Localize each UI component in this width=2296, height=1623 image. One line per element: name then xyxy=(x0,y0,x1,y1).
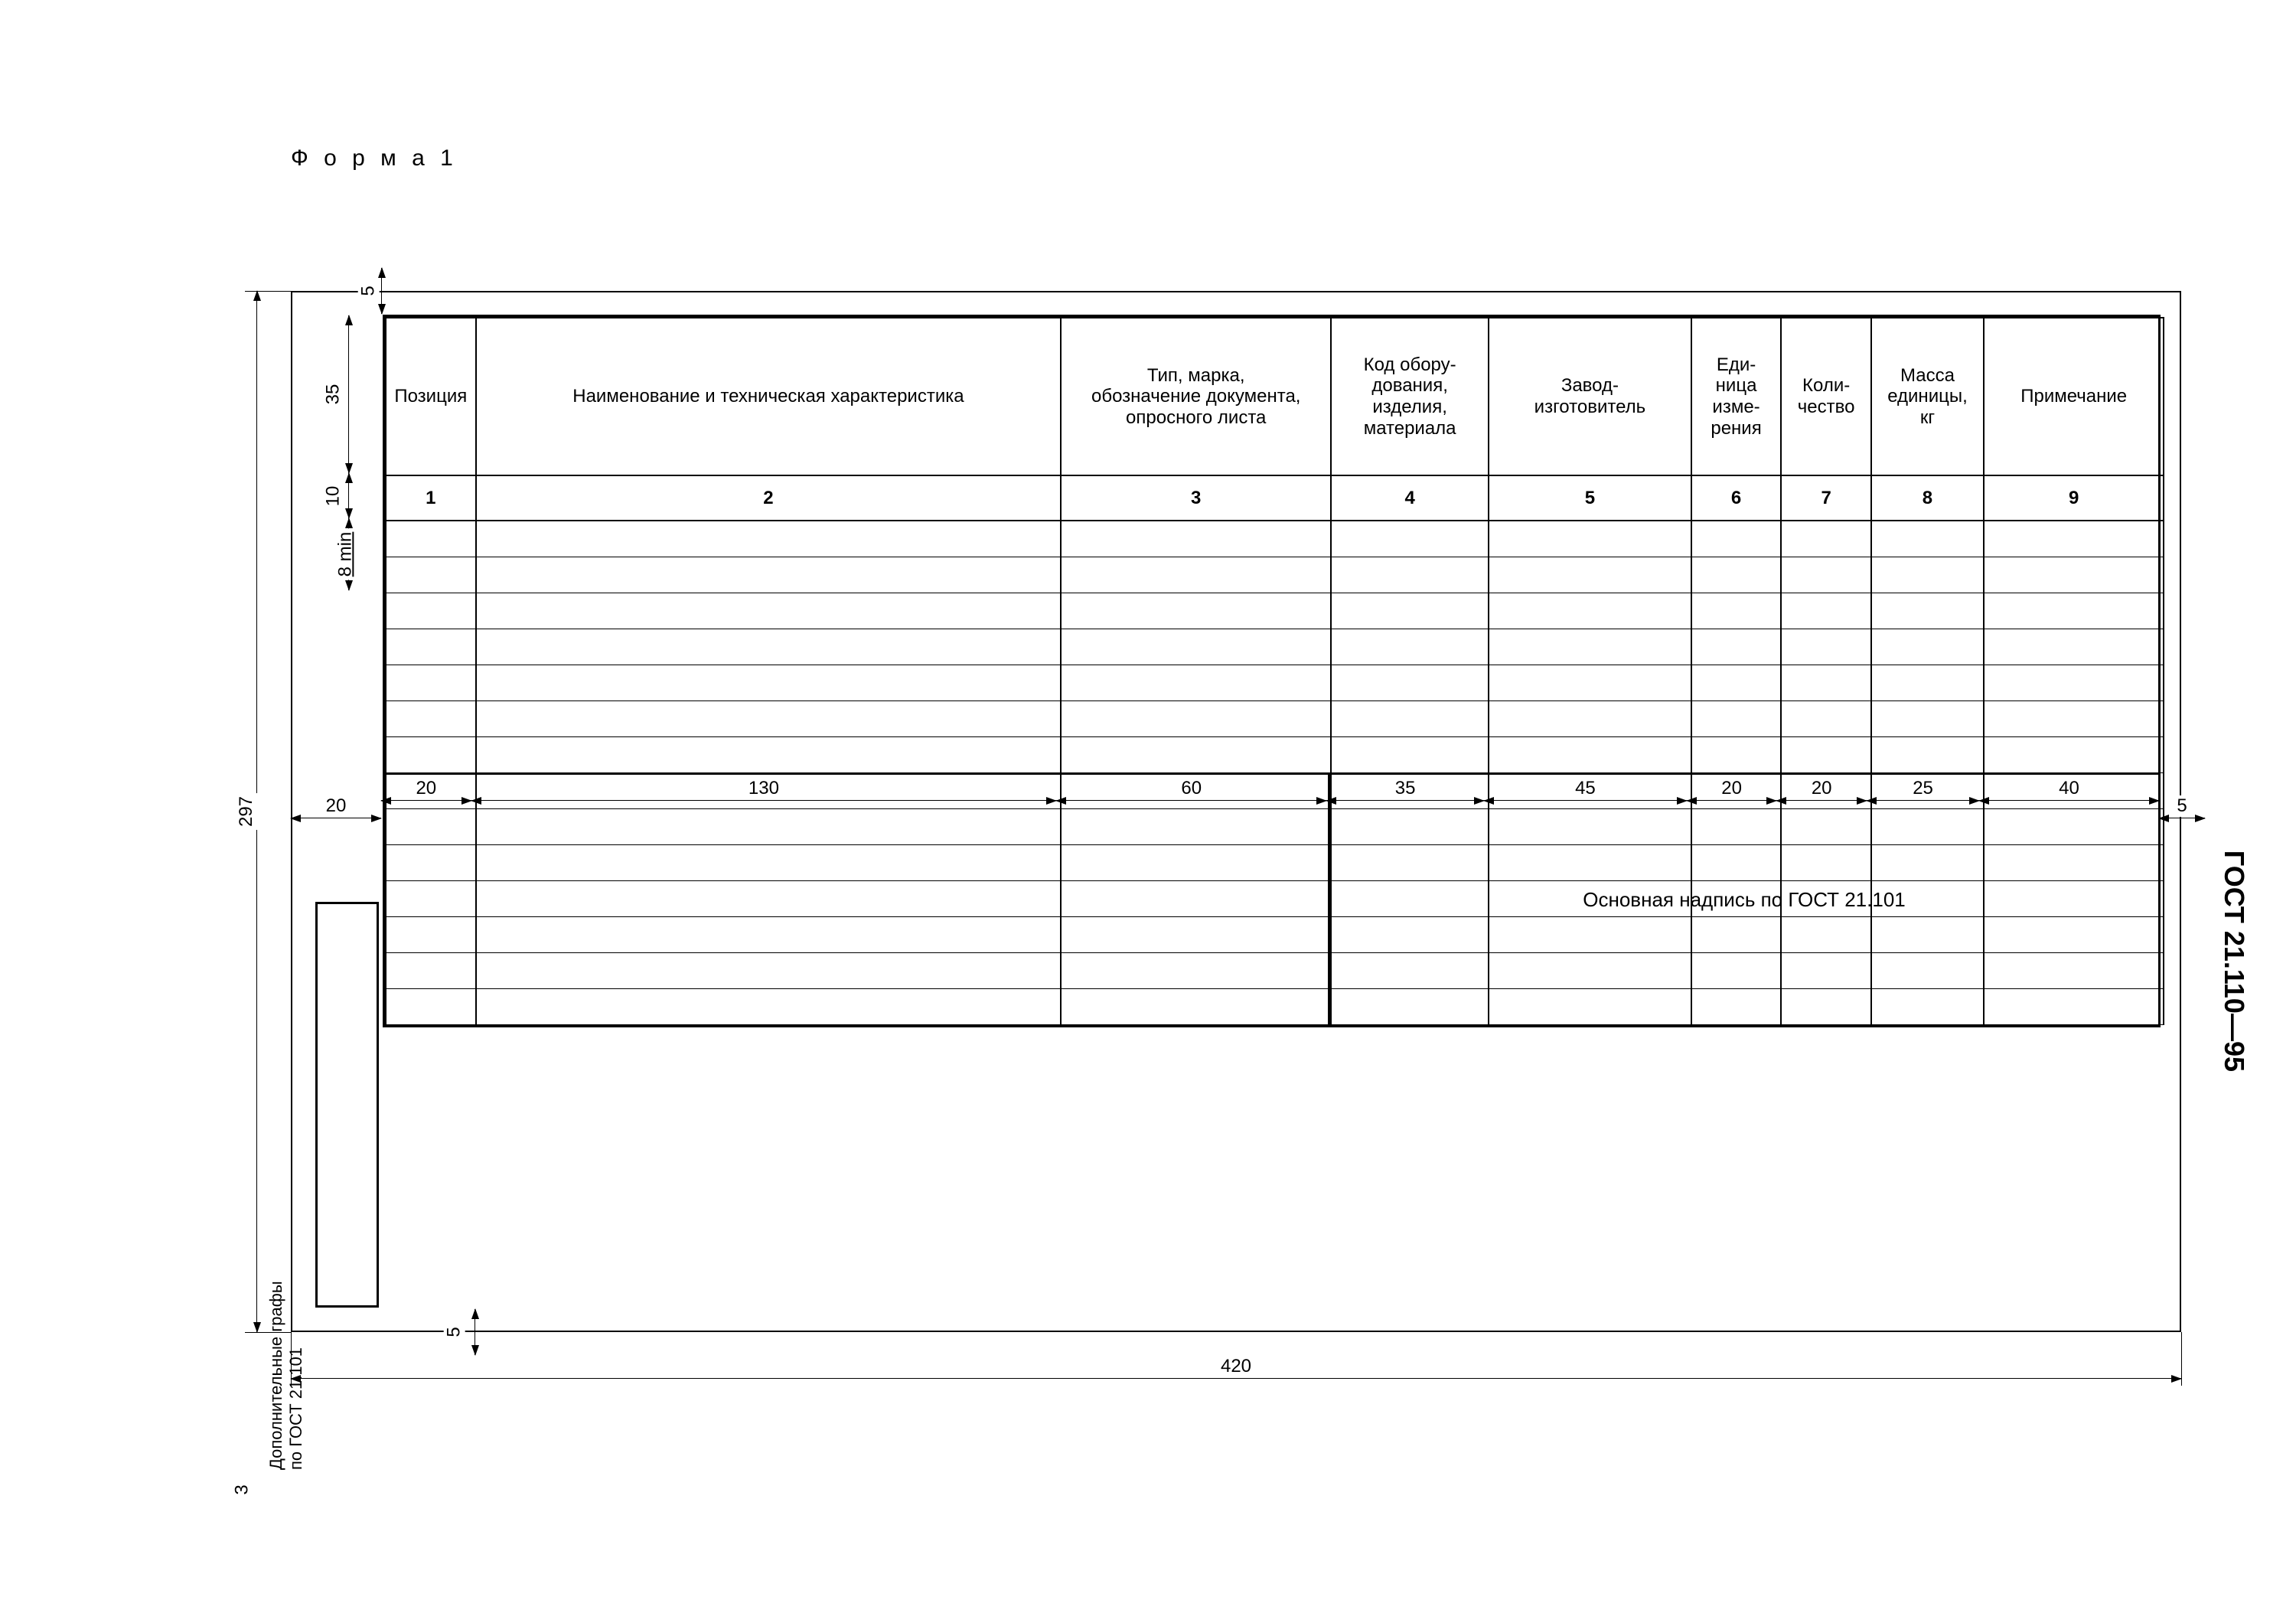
col-header-9: Примечание xyxy=(1984,318,2164,475)
col-header-3: Тип, марка, обозначение документа, опрос… xyxy=(1061,318,1331,475)
col-num-7: 7 xyxy=(1781,475,1871,521)
inner-frame: Позиция Наименование и техническая харак… xyxy=(383,315,2161,1027)
page: Ф о р м а 1 ГОСТ 21.110—95 3 Позиция Наи… xyxy=(0,0,2296,1623)
dim-col-w-8: 25 xyxy=(1910,778,1936,799)
col-header-4: Код обору- дования, изделия, материала xyxy=(1331,318,1489,475)
header-row: Позиция Наименование и техническая харак… xyxy=(386,318,2164,475)
col-header-5: Завод- изготовитель xyxy=(1489,318,1691,475)
col-header-1: Позиция xyxy=(386,318,476,475)
data-row xyxy=(386,736,2164,772)
col-num-5: 5 xyxy=(1489,475,1691,521)
gost-side-label: ГОСТ 21.110—95 xyxy=(2218,851,2250,1072)
dim-col-w-7: 20 xyxy=(1808,778,1835,799)
dim-col-w-3: 60 xyxy=(1178,778,1205,799)
dim-sheet-height-label: 297 xyxy=(236,793,257,830)
dim-margin-right-label: 5 xyxy=(2174,795,2190,817)
data-row xyxy=(386,557,2164,593)
form-title: Ф о р м а 1 xyxy=(291,145,458,171)
dim-margin-top-label: 5 xyxy=(358,282,380,299)
col-num-8: 8 xyxy=(1871,475,1984,521)
page-number: 3 xyxy=(232,1484,253,1494)
col-num-3: 3 xyxy=(1061,475,1331,521)
dim-header-height: 35 xyxy=(348,315,349,473)
dim-col-w-5: 45 xyxy=(1572,778,1599,799)
dim-header-height-label: 35 xyxy=(322,381,344,408)
dim-col-w-1: 20 xyxy=(413,778,439,799)
col-header-2: Наименование и техническая характеристик… xyxy=(476,318,1062,475)
data-row xyxy=(386,593,2164,629)
col-header-6: Еди- ница изме- рения xyxy=(1691,318,1782,475)
addl-columns-strip xyxy=(315,902,379,1308)
ext-line xyxy=(245,1332,291,1333)
data-row xyxy=(386,629,2164,665)
col-num-4: 4 xyxy=(1331,475,1489,521)
column-number-row: 1 2 3 4 5 6 7 8 9 xyxy=(386,475,2164,521)
column-width-dims: 20 130 60 35 45 20 20 25 40 xyxy=(381,800,2159,831)
col-num-6: 6 xyxy=(1691,475,1782,521)
col-num-1: 1 xyxy=(386,475,476,521)
dim-margin-left-label: 20 xyxy=(323,795,350,817)
ext-line xyxy=(245,291,291,292)
dim-col-w-4: 35 xyxy=(1392,778,1419,799)
dim-datarow-height-label: 8 min xyxy=(334,529,356,580)
dim-sheet-width-label: 420 xyxy=(1218,1356,1254,1377)
dim-numrow-height: 10 xyxy=(348,473,349,518)
col-num-9: 9 xyxy=(1984,475,2164,521)
dim-margin-bottom-label: 5 xyxy=(444,1324,465,1340)
ext-line xyxy=(2181,1332,2182,1386)
title-block-label: Основная надпись по ГОСТ 21.101 xyxy=(1583,888,1905,912)
dim-col-w-9: 40 xyxy=(2056,778,2082,799)
dim-sheet-width: 420 xyxy=(291,1378,2181,1379)
data-row xyxy=(386,700,2164,736)
col-header-8: Масса единицы, кг xyxy=(1871,318,1984,475)
dim-datarow-height: 8 min xyxy=(348,518,349,590)
dim-col-w-2: 130 xyxy=(745,778,782,799)
ext-line xyxy=(291,1332,292,1386)
data-row xyxy=(386,521,2164,557)
dim-col-w-6: 20 xyxy=(1718,778,1745,799)
col-num-2: 2 xyxy=(476,475,1062,521)
col-header-7: Коли- чество xyxy=(1781,318,1871,475)
dim-sheet-height: 297 xyxy=(256,291,257,1332)
data-row xyxy=(386,665,2164,700)
dim-numrow-height-label: 10 xyxy=(322,482,344,509)
dim-margin-top: 5 xyxy=(381,268,382,314)
